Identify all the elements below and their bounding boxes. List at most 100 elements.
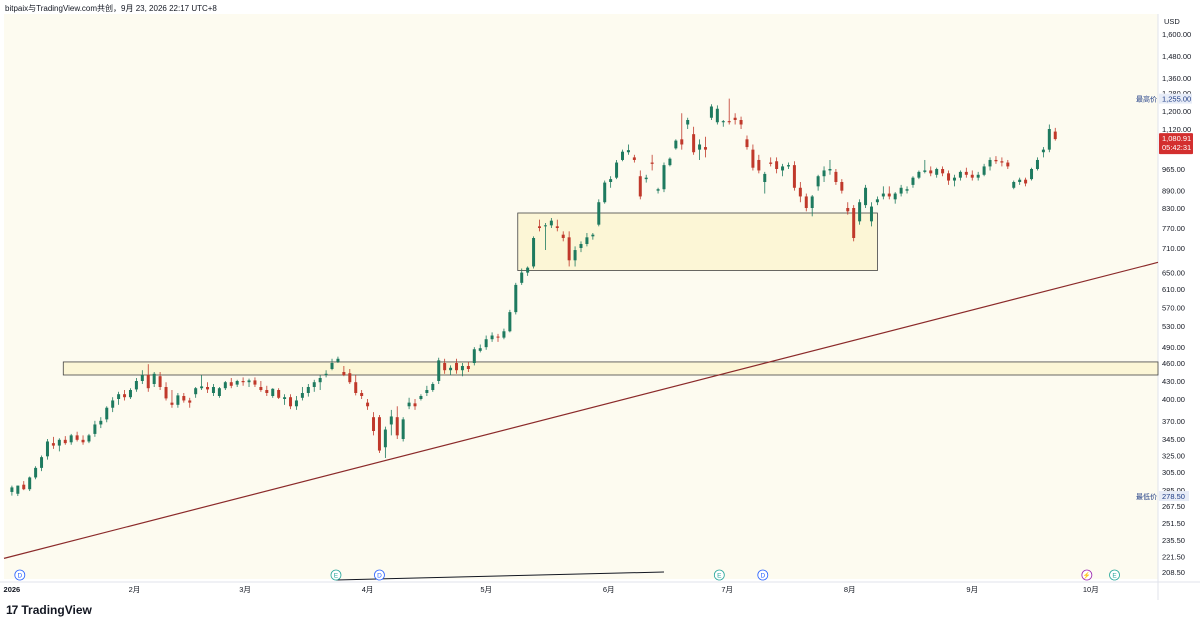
candle-body [472,349,476,363]
candle-body [656,189,660,191]
candle-body [810,196,814,208]
candle-body [798,187,802,197]
candle-body [1018,179,1022,182]
candle-body [597,202,601,225]
zone-box-2 [517,212,878,271]
candle-body [804,196,808,208]
candle-body [342,372,346,375]
chart-svg[interactable]: 208.50 221.50 235.50 251.50 267.50 285.00 305.… [0,14,1200,600]
event-marker [757,569,769,581]
candle-body [134,381,138,390]
candle-body [318,378,322,383]
x-tick-label: 4月 [362,585,374,594]
candle-body [324,373,328,375]
candle-body [235,381,239,385]
candle-body [164,387,168,399]
candle-body [763,173,767,182]
candle-body [567,237,571,261]
tradingview-brand[interactable]: 17 TradingView [6,603,92,617]
candle-body [277,390,281,398]
candle-body [520,272,524,283]
candle-body [769,162,773,164]
event-marker-glyph: D [377,573,382,580]
candle-body [40,457,44,468]
candle-body [152,373,156,384]
candle-body [852,208,856,238]
candle-body [603,182,607,203]
candle-body [941,169,945,174]
candle-body [709,106,713,118]
candle-body [911,177,915,185]
candle-body [484,339,488,348]
candle-body [377,417,381,451]
candle-body [923,170,927,172]
candle-body [686,120,690,125]
candle-body [431,384,435,390]
countdown-label: 05:42:31 [1162,143,1191,152]
x-tick-label: 3月 [239,585,251,594]
x-tick-label: 6月 [603,585,615,594]
candle-body [638,176,642,197]
candle-body [543,225,547,227]
candle-body [57,439,61,446]
candle-body [988,159,992,167]
candle-body [899,187,903,194]
y-tick-label: 251.50 [1162,519,1185,528]
candle-body [532,238,536,267]
high-label: 最高价 [1136,95,1157,104]
candle-body [496,336,500,338]
low-label: 最低价 [1136,492,1157,501]
y-tick-label: 325.00 [1162,452,1185,461]
candle-body [555,226,559,228]
y-tick-label: 221.50 [1162,553,1185,562]
candle-body [330,363,334,369]
candle-body [99,420,103,425]
candle-body [958,171,962,178]
candle-body [437,360,441,381]
candle-body [650,162,654,164]
candle-body [869,206,873,222]
candle-body [579,244,583,248]
tradingview-logo-icon: 17 [6,603,18,617]
high-value-label: 1,255.00 [1162,95,1191,104]
candle-body [182,396,186,401]
trendline [3,261,1159,559]
x-tick-label: 9月 [966,585,978,594]
candle-body [905,189,909,191]
candle-body [449,367,453,371]
y-tick-label: 460.00 [1162,359,1185,368]
candle-body [757,159,761,171]
candle-body [117,394,121,399]
candle-body [336,358,340,362]
candle-body [620,151,624,160]
candle-body [105,407,109,420]
candle-body [840,182,844,191]
candle-body [982,166,986,175]
event-marker-glyph: ⚡ [1083,572,1091,580]
candle-body [259,387,263,390]
candle-body [300,393,304,398]
candle-body [443,363,447,371]
candle-body [111,400,115,408]
candle-body [715,108,719,123]
event-marker-glyph: D [17,573,22,580]
candle-body [22,484,26,490]
candle-body [828,169,832,171]
candle-body [401,419,405,439]
candle-body [591,234,595,237]
candle-body [93,424,97,434]
candle-body [69,435,73,443]
y-tick-label: 370.00 [1162,417,1185,426]
y-tick-label: 235.50 [1162,536,1185,545]
candle-body [395,417,399,436]
candle-body [87,435,91,442]
candle-body [822,170,826,177]
price-chart[interactable]: 208.50 221.50 235.50 251.50 267.50 285.00 305.… [0,14,1200,600]
candle-body [271,388,275,396]
candle-body [170,402,174,405]
candle-body [739,120,743,125]
candle-body [283,397,287,399]
candle-body [751,149,755,168]
event-marker [330,569,342,581]
candle-body [733,117,737,120]
